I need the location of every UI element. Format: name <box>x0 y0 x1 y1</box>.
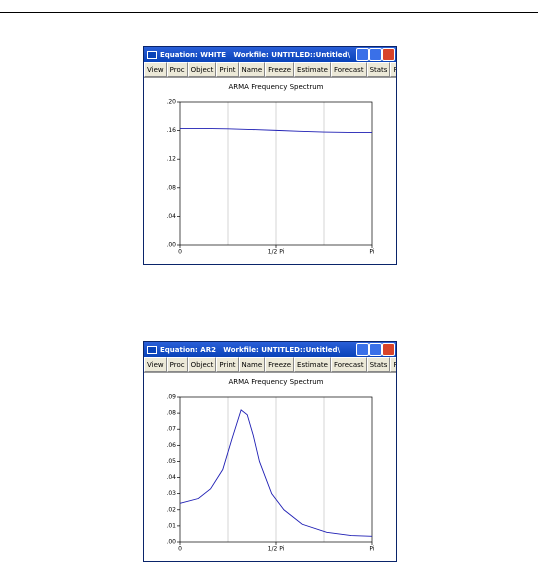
minimize-button[interactable] <box>356 343 369 356</box>
window: Equation: AR2 Workfile: UNTITLED::Untitl… <box>143 341 397 562</box>
toolbar-button[interactable]: Object <box>187 62 217 77</box>
toolbar: View Proc Object Print Name Freeze Estimate For… <box>144 62 396 78</box>
toolbar-button[interactable]: Estimate <box>294 62 331 77</box>
chart-title: ARMA Frequency Spectrum <box>228 378 323 386</box>
toolbar-button[interactable]: Forecast <box>330 357 367 372</box>
toolbar-button[interactable]: Stats <box>366 62 391 77</box>
y-tick-label: .01 <box>166 522 176 529</box>
toolbar-button[interactable]: Proc <box>166 357 188 372</box>
toolbar-button[interactable]: Print <box>216 62 239 77</box>
toolbar-button[interactable]: Resid <box>390 357 396 372</box>
chart: ARMA Frequency Spectrum .00 .01 .02 .03 .04 .0… <box>144 373 396 561</box>
toolbar-button[interactable]: View <box>144 62 167 77</box>
x-tick-label: Pi <box>369 546 374 553</box>
y-tick-label: .02 <box>166 506 176 513</box>
toolbar-button[interactable]: Freeze <box>265 62 295 77</box>
y-tick-label: .05 <box>166 458 176 465</box>
y-tick-label: .06 <box>166 442 176 449</box>
page-rule <box>0 12 538 13</box>
x-tick-label: 1/2 Pi <box>268 249 285 256</box>
y-tick-label: .00 <box>166 242 176 249</box>
window: Equation: WHITE Workfile: UNTITLED::Unti… <box>143 46 397 265</box>
x-tick-label: 0 <box>178 249 182 256</box>
toolbar-button[interactable]: Object <box>187 357 217 372</box>
title-bar: Equation: WHITE Workfile: UNTITLED::Unti… <box>144 47 396 62</box>
toolbar-button[interactable]: Resids <box>390 62 396 77</box>
toolbar-button[interactable]: Name <box>238 62 266 77</box>
series-line <box>180 128 373 133</box>
toolbar-button[interactable]: View <box>144 357 167 372</box>
y-tick-label: .09 <box>166 394 176 401</box>
y-tick-label: .00 <box>166 539 176 546</box>
minimize-button[interactable] <box>356 48 369 61</box>
y-tick-label: .20 <box>166 99 176 106</box>
window-title: Equation: AR2 Workfile: UNTITLED::Untitl… <box>160 345 341 354</box>
maximize-button[interactable] <box>369 343 382 356</box>
toolbar-button[interactable]: Stats <box>366 357 391 372</box>
y-tick-label: .07 <box>166 426 176 433</box>
y-tick-label: .08 <box>166 184 176 191</box>
x-tick-label: 0 <box>178 546 182 553</box>
maximize-button[interactable] <box>369 48 382 61</box>
x-tick-label: Pi <box>369 249 374 256</box>
y-tick-label: .04 <box>166 213 176 220</box>
y-tick-label: .08 <box>166 410 176 417</box>
toolbar-button[interactable]: Name <box>238 357 266 372</box>
window-icon <box>147 345 157 354</box>
y-tick-label: .03 <box>166 490 176 497</box>
toolbar-button[interactable]: Print <box>216 357 239 372</box>
chart: ARMA Frequency Spectrum .00 .04 .08 .12 .16 .2… <box>144 78 396 264</box>
title-bar: Equation: AR2 Workfile: UNTITLED::Untitl… <box>144 342 396 357</box>
series-line <box>179 409 373 537</box>
x-tick-label: 1/2 Pi <box>268 546 285 553</box>
window-icon <box>147 50 157 59</box>
toolbar-button[interactable]: Forecast <box>330 62 367 77</box>
toolbar-button[interactable]: Estimate <box>294 357 331 372</box>
window-title: Equation: WHITE Workfile: UNTITLED::Unti… <box>160 50 351 59</box>
close-button[interactable] <box>382 343 395 356</box>
toolbar: View Proc Object Print Name Freeze Estimate For… <box>144 357 396 373</box>
chart-title: ARMA Frequency Spectrum <box>228 83 323 91</box>
y-tick-label: .04 <box>166 474 176 481</box>
y-tick-label: .16 <box>166 127 176 134</box>
close-button[interactable] <box>382 48 395 61</box>
y-tick-label: .12 <box>166 156 176 163</box>
toolbar-button[interactable]: Freeze <box>265 357 295 372</box>
toolbar-button[interactable]: Proc <box>166 62 188 77</box>
